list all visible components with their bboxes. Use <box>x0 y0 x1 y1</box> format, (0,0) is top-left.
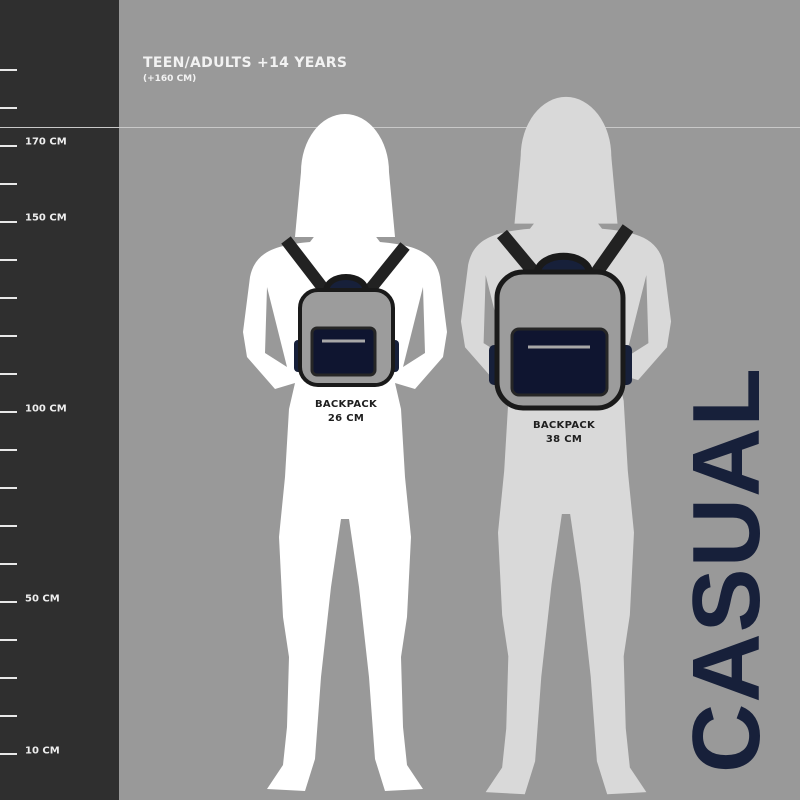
ruler-tick <box>0 107 17 109</box>
backpack-small-size: 26 CM <box>327 413 365 424</box>
ruler-label-100: 100 CM <box>25 403 67 415</box>
ruler-label-150: 150 CM <box>25 212 67 224</box>
ruler-tick <box>0 601 17 603</box>
backpack-large-label: BACKPACK 38 CM <box>514 419 614 447</box>
ruler-tick <box>0 183 17 185</box>
ruler-tick <box>0 411 17 413</box>
ruler-label-10: 10 CM <box>25 745 60 757</box>
ruler-tick <box>0 677 17 679</box>
ruler-tick <box>0 145 17 147</box>
ruler-label-170: 170 CM <box>25 136 67 148</box>
ruler-tick <box>0 69 17 71</box>
ruler-tick <box>0 335 17 337</box>
ruler-tick <box>0 449 17 451</box>
backpack-small-label: BACKPACK 26 CM <box>296 398 396 426</box>
height-reference-line <box>0 127 800 128</box>
ruler-tick <box>0 563 17 565</box>
backpack-small-icon <box>281 236 410 387</box>
backpack-small-name: BACKPACK <box>314 399 378 410</box>
ruler-tick <box>0 753 17 755</box>
page-subtitle: (+160 CM) <box>143 74 197 84</box>
height-ruler <box>0 0 119 800</box>
ruler-tick <box>0 259 17 261</box>
ruler-tick <box>0 297 17 299</box>
backpack-large-size: 38 CM <box>545 434 583 445</box>
page-title: TEEN/ADULTS +14 YEARS <box>143 55 348 71</box>
ruler-tick <box>0 525 17 527</box>
ruler-label-50: 50 CM <box>25 593 60 605</box>
ruler-tick <box>0 715 17 717</box>
figure-left <box>243 114 447 791</box>
ruler-tick <box>0 373 17 375</box>
ruler-tick <box>0 639 17 641</box>
brand-wordmark: CASUAL <box>673 367 780 773</box>
backpack-large-icon <box>489 224 634 411</box>
backpack-large-name: BACKPACK <box>532 420 596 431</box>
ruler-tick <box>0 487 17 489</box>
ruler-tick <box>0 221 17 223</box>
